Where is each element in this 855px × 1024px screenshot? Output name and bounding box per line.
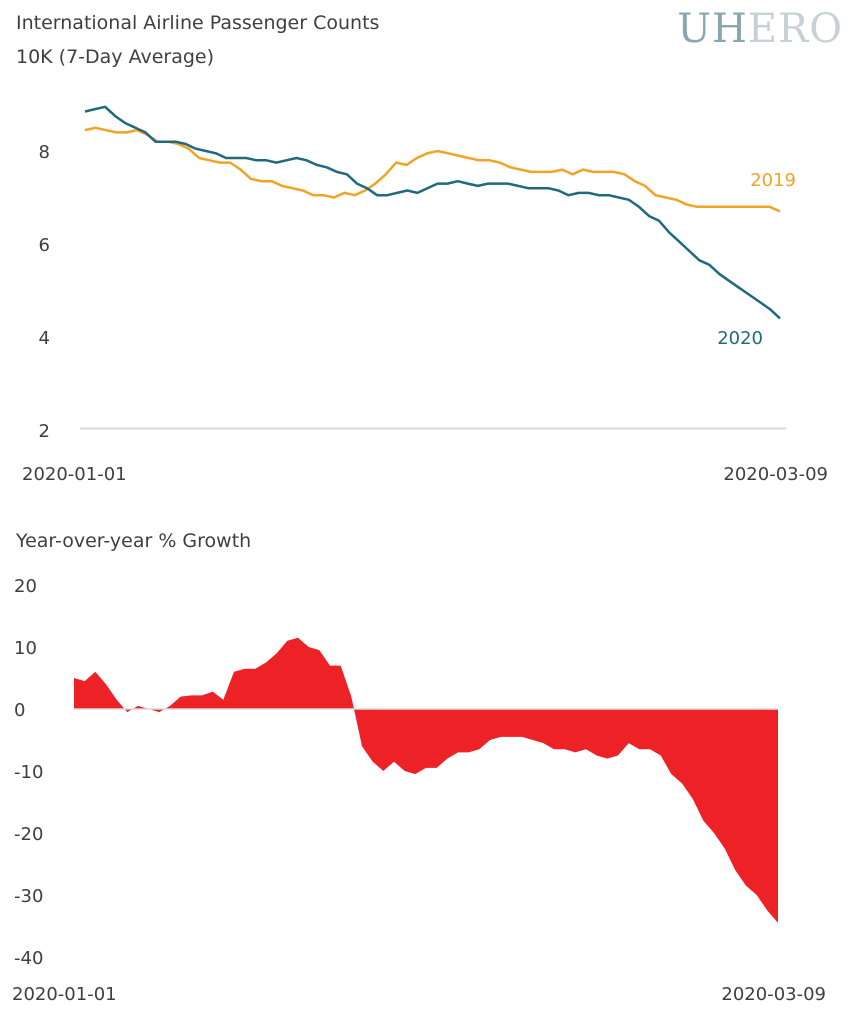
series-label-2019: 2019 — [750, 170, 796, 191]
x-end-label: 2020-03-09 — [723, 464, 828, 485]
y-tick-label: 6 — [39, 235, 50, 256]
growth-y-tick-label: 20 — [14, 576, 37, 597]
growth-y-tick-label: -10 — [14, 762, 43, 783]
growth-x-start-label: 2020-01-01 — [12, 984, 117, 1005]
growth-y-tick-label: -20 — [14, 824, 43, 845]
series-line-2020 — [84, 105, 781, 320]
growth-y-tick-label: -30 — [14, 886, 43, 907]
growth-x-end-label: 2020-03-09 — [721, 984, 826, 1005]
logo-text-ero: ERO — [747, 6, 843, 52]
y-tick-label: 8 — [39, 142, 50, 163]
chart-subtitle: 10K (7-Day Average) — [16, 46, 215, 68]
growth-y-tick-label: 10 — [14, 638, 37, 659]
x-start-label: 2020-01-01 — [22, 464, 127, 485]
y-tick-label: 2 — [39, 421, 50, 442]
y-tick-label: 4 — [39, 328, 50, 349]
growth-y-tick-label: -40 — [14, 948, 43, 969]
uhero-logo: UHERO — [677, 6, 843, 52]
series-line-2019 — [84, 126, 781, 213]
series-label-2020: 2020 — [717, 328, 763, 349]
growth-y-tick-label: 0 — [14, 700, 25, 721]
growth-chart-title: Year-over-year % Growth — [16, 530, 252, 552]
chart-title: International Airline Passenger Counts — [16, 12, 380, 34]
growth-area — [74, 637, 778, 923]
logo-text-uh: UH — [677, 6, 748, 52]
